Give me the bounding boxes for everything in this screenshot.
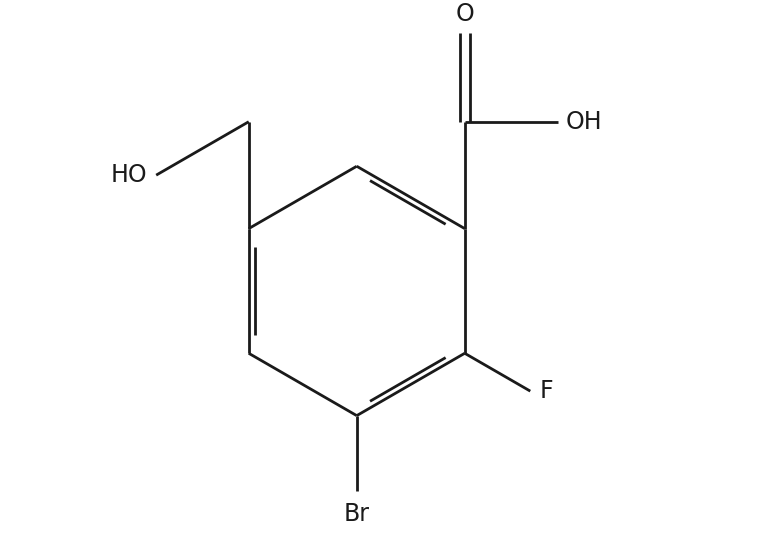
Text: OH: OH bbox=[565, 110, 602, 134]
Text: Br: Br bbox=[343, 502, 370, 526]
Text: F: F bbox=[539, 379, 553, 403]
Text: O: O bbox=[456, 2, 474, 25]
Text: HO: HO bbox=[111, 163, 147, 187]
